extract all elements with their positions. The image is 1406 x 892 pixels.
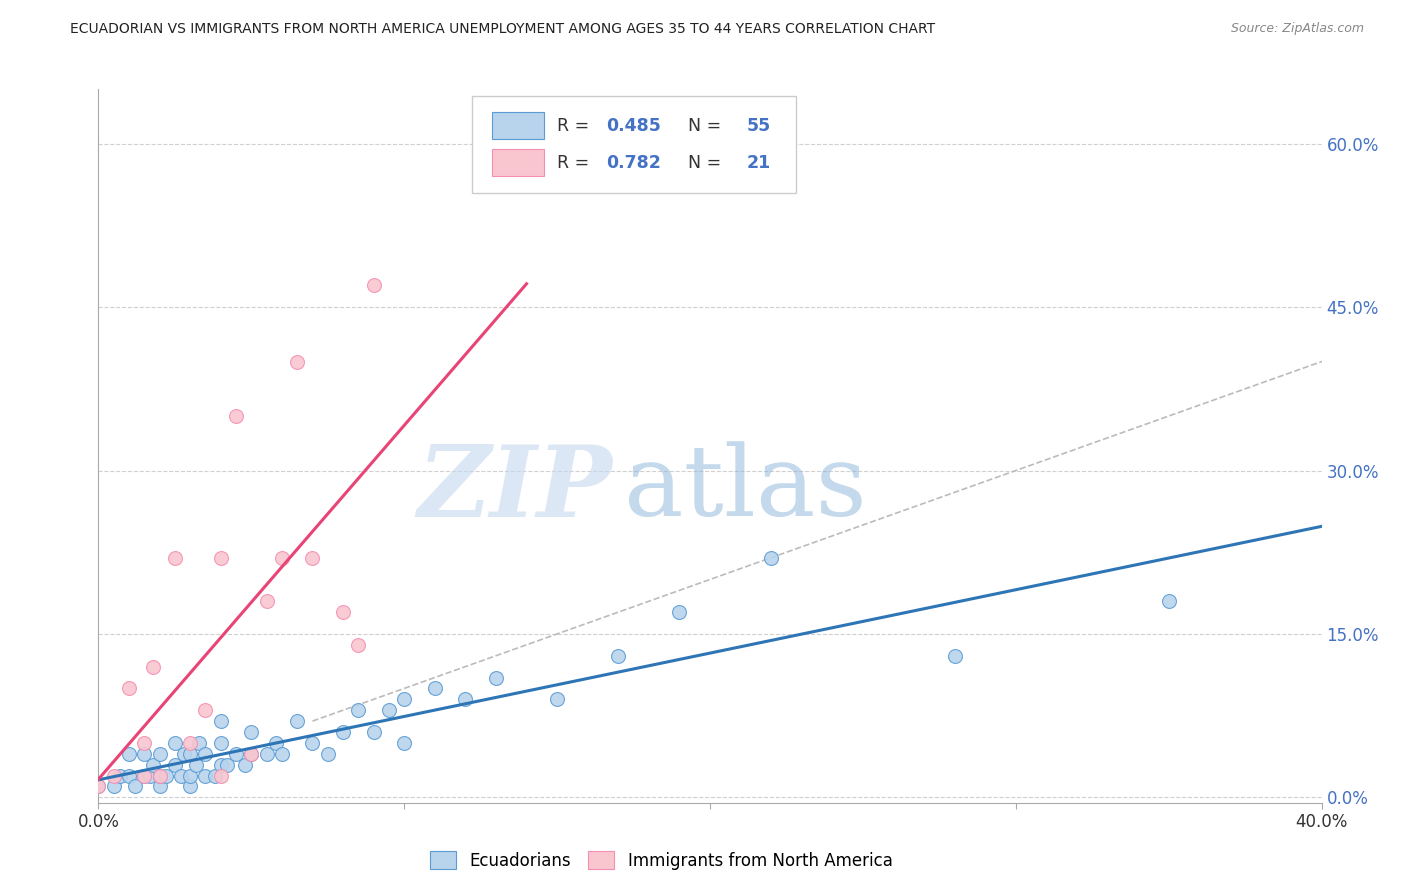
Point (139, 768, 162, 782)
Text: 0.782: 0.782 (606, 153, 661, 171)
Point (1157, 594, 1180, 608)
Point (285, 354, 308, 368)
Point (264, 736, 287, 750)
Text: ZIP: ZIP (418, 441, 612, 537)
Text: 21: 21 (747, 153, 770, 171)
Point (225, 409, 247, 423)
Text: 55: 55 (747, 117, 770, 135)
Point (118, 768, 141, 782)
FancyBboxPatch shape (492, 112, 544, 139)
Point (240, 725, 263, 739)
Point (142, 659, 165, 673)
Point (134, 768, 156, 782)
Point (423, 681, 446, 696)
Point (194, 747, 217, 761)
Text: Source: ZipAtlas.com: Source: ZipAtlas.com (1230, 22, 1364, 36)
Point (149, 768, 172, 782)
Point (392, 736, 416, 750)
Point (209, 768, 232, 782)
Point (163, 550, 186, 565)
Point (233, 757, 256, 772)
Point (332, 725, 354, 739)
Point (142, 757, 165, 772)
Point (149, 768, 172, 782)
Text: R =: R = (557, 117, 595, 135)
Point (87, 780, 110, 794)
Point (256, 747, 278, 761)
Text: ECUADORIAN VS IMMIGRANTS FROM NORTH AMERICA UNEMPLOYMENT AMONG AGES 35 TO 44 YEA: ECUADORIAN VS IMMIGRANTS FROM NORTH AMER… (70, 22, 935, 37)
Point (347, 638, 370, 652)
FancyBboxPatch shape (471, 96, 796, 193)
Point (209, 550, 232, 565)
Point (103, 768, 125, 782)
Point (87, 780, 110, 794)
Point (256, 594, 278, 608)
Point (943, 648, 966, 663)
Point (134, 747, 156, 761)
Point (347, 703, 370, 717)
Point (454, 692, 477, 706)
Point (285, 714, 308, 728)
Point (170, 768, 193, 782)
Point (301, 550, 323, 565)
Point (118, 681, 141, 696)
Point (134, 736, 156, 750)
Point (215, 757, 238, 772)
Point (668, 605, 690, 619)
Point (363, 278, 385, 293)
Point (485, 671, 508, 685)
Point (204, 768, 226, 782)
Point (209, 736, 232, 750)
Point (118, 747, 141, 761)
Point (209, 714, 232, 728)
Point (240, 747, 263, 761)
Point (240, 747, 263, 761)
FancyBboxPatch shape (492, 149, 544, 177)
Point (179, 780, 201, 794)
Point (363, 725, 385, 739)
Point (179, 768, 201, 782)
Point (378, 703, 401, 717)
Point (173, 747, 195, 761)
Y-axis label: Unemployment Among Ages 35 to 44 years: Unemployment Among Ages 35 to 44 years (0, 278, 7, 614)
Point (163, 736, 186, 750)
Point (124, 780, 146, 794)
Point (179, 747, 201, 761)
Point (179, 736, 201, 750)
Point (134, 768, 156, 782)
Point (155, 768, 177, 782)
Point (186, 757, 208, 772)
Point (759, 550, 782, 565)
Text: 0.485: 0.485 (606, 117, 661, 135)
Legend: Ecuadorians, Immigrants from North America: Ecuadorians, Immigrants from North Ameri… (423, 845, 900, 877)
Point (194, 703, 217, 717)
Point (103, 780, 125, 794)
Point (392, 692, 416, 706)
Point (209, 757, 232, 772)
Point (332, 605, 354, 619)
Text: R =: R = (557, 153, 595, 171)
Point (316, 747, 339, 761)
Point (270, 747, 292, 761)
Point (163, 757, 186, 772)
Point (225, 747, 247, 761)
Point (301, 736, 323, 750)
Point (149, 780, 172, 794)
Point (194, 768, 217, 782)
Point (108, 768, 131, 782)
Point (270, 550, 292, 565)
Point (149, 747, 172, 761)
Text: atlas: atlas (624, 441, 868, 537)
Point (546, 692, 568, 706)
Text: N =: N = (678, 153, 727, 171)
Point (607, 648, 630, 663)
Point (188, 736, 211, 750)
Text: N =: N = (678, 117, 727, 135)
